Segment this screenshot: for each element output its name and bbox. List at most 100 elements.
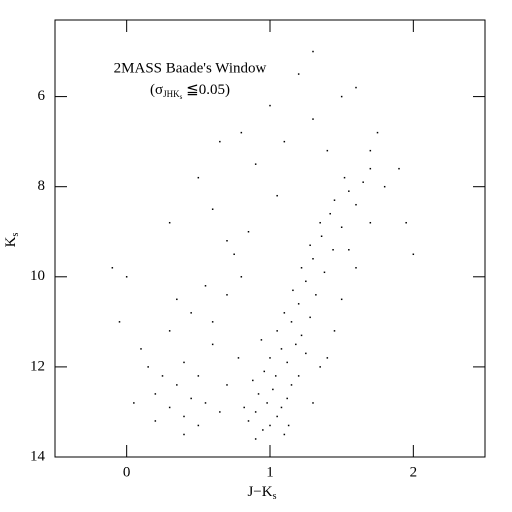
point	[323, 271, 326, 274]
point	[300, 334, 303, 337]
point	[176, 298, 178, 301]
point	[283, 312, 286, 314]
x-axis-label: J−Ks	[247, 484, 276, 502]
point	[295, 343, 297, 346]
point	[154, 420, 157, 422]
point	[211, 208, 214, 210]
point	[252, 379, 254, 382]
point	[183, 433, 185, 436]
point	[237, 357, 240, 359]
point	[319, 366, 321, 368]
point	[240, 276, 243, 278]
point	[240, 131, 243, 134]
point	[332, 249, 334, 251]
point	[333, 330, 336, 332]
x-label-sub: s	[273, 491, 277, 502]
point	[283, 433, 286, 436]
x-tick-label: 2	[410, 464, 418, 480]
point	[276, 194, 278, 197]
point	[219, 411, 221, 413]
point	[290, 321, 293, 323]
point	[340, 226, 343, 228]
point	[312, 50, 314, 53]
point	[297, 375, 300, 377]
point	[286, 397, 288, 400]
point	[176, 384, 178, 386]
y-axis-label: Ks	[3, 233, 21, 248]
point	[257, 393, 260, 395]
point	[326, 357, 329, 359]
point	[254, 163, 257, 165]
point	[226, 384, 228, 386]
point	[319, 221, 321, 224]
point	[398, 167, 400, 170]
point	[247, 420, 250, 422]
point	[333, 199, 336, 201]
point	[369, 167, 372, 170]
subtitle-sub: JHK	[163, 89, 180, 99]
point	[147, 366, 149, 368]
point	[383, 185, 386, 188]
point	[276, 415, 278, 418]
point	[183, 361, 185, 364]
subtitle-open: (σ	[150, 82, 163, 98]
point	[280, 348, 283, 350]
point	[297, 303, 300, 305]
point	[305, 280, 307, 283]
point	[269, 357, 271, 359]
point	[309, 316, 311, 319]
point	[348, 249, 350, 251]
point	[309, 244, 311, 247]
point	[118, 321, 121, 323]
point	[269, 104, 271, 107]
point	[140, 348, 142, 350]
point	[226, 240, 228, 242]
point	[283, 140, 286, 143]
point	[254, 411, 257, 413]
point	[292, 289, 294, 292]
point	[211, 343, 214, 346]
point	[197, 375, 200, 377]
point	[312, 258, 314, 260]
point	[247, 230, 250, 233]
point	[343, 176, 346, 179]
x-tick-label: 0	[123, 464, 131, 480]
point	[355, 203, 357, 206]
point	[190, 397, 192, 400]
point	[320, 235, 323, 237]
point	[362, 181, 364, 183]
point	[286, 361, 288, 364]
point	[154, 393, 157, 395]
point	[355, 86, 357, 89]
point	[300, 267, 303, 269]
point	[355, 267, 357, 269]
point	[290, 384, 293, 386]
y-tick-label: 14	[30, 448, 46, 464]
point	[168, 406, 171, 409]
point	[168, 221, 171, 224]
point	[197, 424, 200, 427]
point	[168, 330, 171, 332]
y-tick-label: 8	[38, 178, 46, 194]
point	[111, 267, 114, 269]
point	[226, 294, 228, 296]
point	[254, 438, 257, 440]
point	[312, 118, 314, 120]
y-tick-label: 6	[38, 88, 46, 104]
point	[161, 375, 164, 377]
point	[412, 253, 415, 256]
point	[263, 370, 266, 373]
subtitle-subsub: s	[180, 93, 183, 101]
point	[340, 95, 343, 98]
point	[340, 298, 343, 301]
x-tick-label: 1	[266, 464, 274, 480]
point	[260, 339, 263, 341]
y-tick-label: 12	[30, 358, 45, 374]
point	[272, 388, 274, 391]
chart-subtitle: (σJHKs ≦0.05)	[150, 82, 230, 100]
point	[125, 276, 128, 278]
point	[197, 176, 200, 179]
y-label-text: K	[3, 236, 19, 247]
point	[369, 149, 372, 152]
